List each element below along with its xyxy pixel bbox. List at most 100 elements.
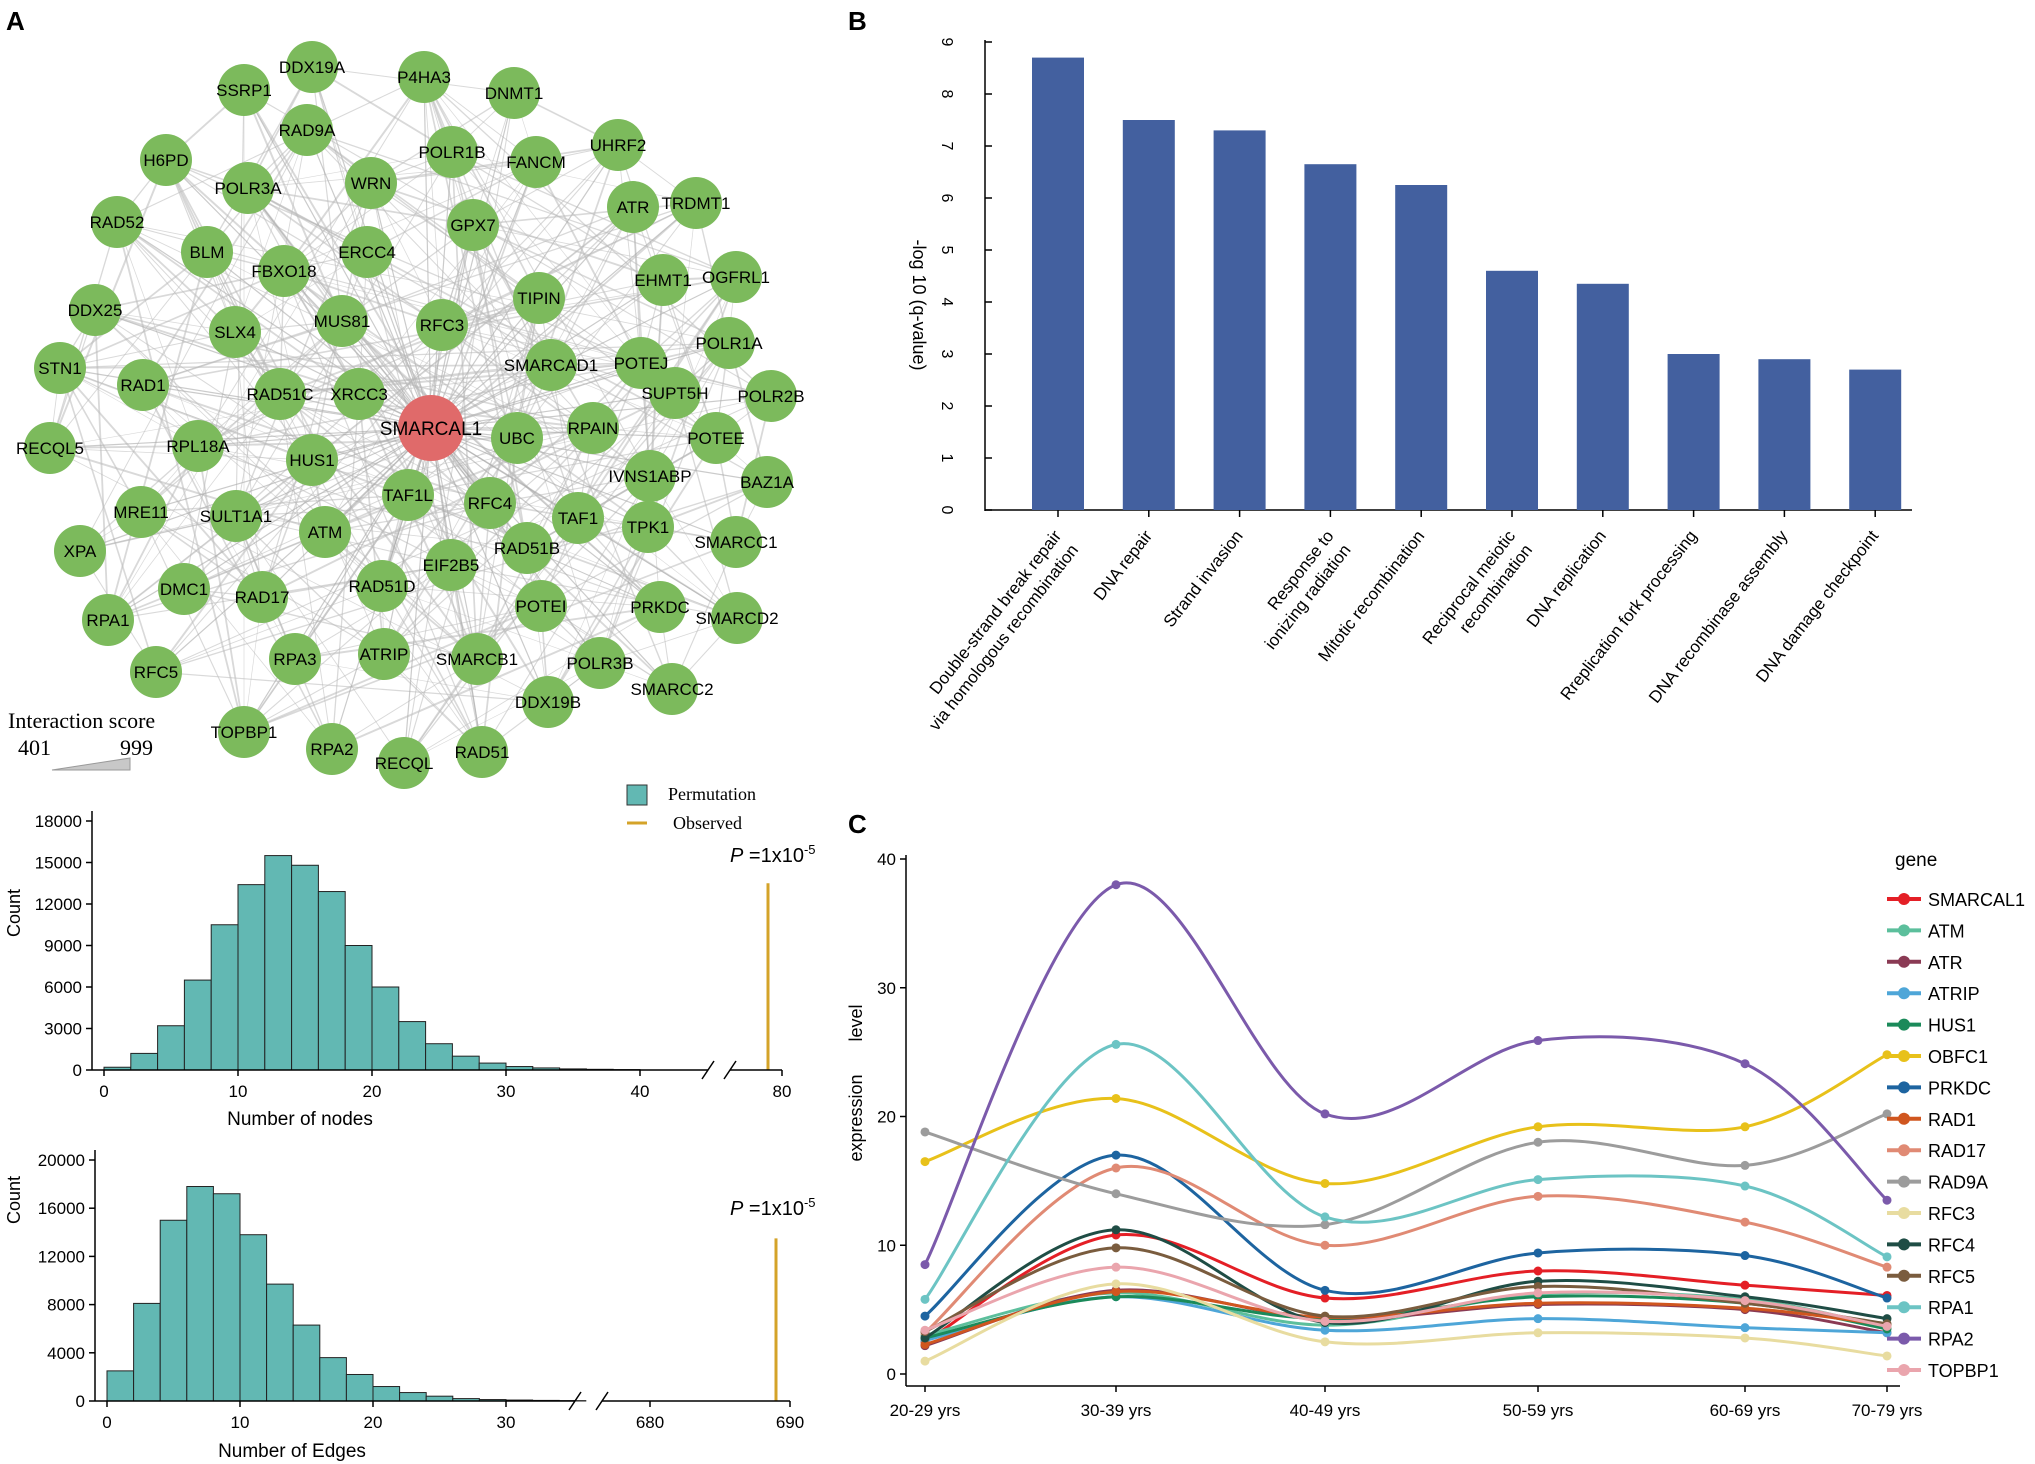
series-line-rpa2 [923,881,1889,1266]
network-edge [381,585,483,753]
histogram-bar-12 [425,1043,453,1071]
series-point-rfc5 [1533,1281,1543,1291]
network-edge [165,159,443,326]
node-atr [607,181,659,233]
node-label: P4HA3 [397,68,451,87]
legend-label-rfc4: RFC4 [1928,1235,1975,1255]
network-edge [450,564,738,619]
x-tick-label: 30 [497,1082,516,1101]
network-edge [370,182,664,281]
legend-dot-topbp1 [1898,1364,1910,1376]
node-h6pd [140,134,192,186]
node-baz1a [741,456,793,508]
x-tick-label: 20 [363,1082,382,1101]
series-point-rfc3 [920,1356,930,1366]
expr-x-tick-label: 70-79 yrs [1852,1401,1923,1420]
histogram-bar-7 [292,1324,321,1402]
node-rfc3 [416,299,468,351]
expr-x-tick-label: 40-49 yrs [1290,1401,1361,1420]
y-tick-label: 9000 [44,937,82,956]
node-label: POTEJ [614,354,669,373]
network-edge [140,494,409,513]
legend-dot-rfc5 [1898,1269,1910,1282]
node-fbxo18 [258,245,310,297]
network-edge [183,427,432,590]
histogram-bar-4 [212,1193,241,1402]
network-edge [294,605,542,660]
network-edge [481,475,651,753]
x-tick-label: 40 [631,1082,650,1101]
network-edge [142,384,383,587]
go-bar-2 [1213,130,1266,510]
node-label: XRCC3 [330,385,388,404]
center-node-label: SMARCAL1 [380,419,482,440]
go-bars [1032,57,1902,510]
network-edge [324,427,594,533]
series-point-rad1 [1111,1287,1121,1297]
network-edge [430,427,768,483]
network-edge [116,221,199,447]
network-edge [94,270,285,311]
expr-x-tick-label: 60-69 yrs [1710,1401,1781,1420]
node-wrn [345,157,397,209]
edges-p-value: P =1x10-5 [730,1195,816,1220]
network-edge [155,144,619,673]
go-bar-1 [1122,120,1175,510]
series-point-smarcal1 [1740,1280,1750,1290]
histogram-bar-5 [239,1234,268,1402]
node-gpx7 [447,199,499,251]
node-smarcc2 [646,663,698,715]
node-rpa1 [82,594,134,646]
series-point-rpa2 [1882,1195,1892,1205]
node-label: POTEI [515,597,566,616]
network-edge [107,251,208,621]
network-edge [381,437,518,587]
node-label: GPX7 [450,216,495,235]
node-ddx25 [69,284,121,336]
node-smarcb1 [451,633,503,685]
go-bar-9 [1849,369,1902,510]
series-point-rfc3 [1882,1351,1892,1361]
series-point-topbp1 [920,1325,930,1335]
axis-break-mark [701,1060,715,1080]
node-label: SLX4 [214,323,256,342]
node-xpa [54,525,106,577]
node-label: TAF1 [558,509,598,528]
network-edge [370,144,619,184]
series-point-rpa2 [1320,1109,1330,1119]
interaction-score-legend: Interaction score 401 999 [8,708,155,771]
network-edge [94,309,594,429]
node-label: RAD51 [455,743,510,762]
network-edge [331,393,360,750]
node-label: RPA2 [310,740,353,759]
node-eif2b5 [425,539,477,591]
x-tick-label: 30 [497,1413,516,1432]
network-edge [430,161,537,429]
node-label: ATRIP [360,645,409,664]
network-edge [441,324,772,397]
node-smarcad1 [525,339,577,391]
network-edge [306,129,432,429]
node-stn1 [34,342,86,394]
histogram-bar-1 [133,1302,161,1402]
y-tick-label: 20000 [38,1151,85,1170]
node-hus1 [286,434,338,486]
expr-x-tick-label: 50-59 yrs [1503,1401,1574,1420]
series-point-rad9a [1533,1137,1543,1147]
expression-axes: 0 10 20 30 40 20-29 yrs 30-39 yrs 40-49 yrs 50-5… [877,850,1922,1420]
node-rpa3 [269,633,321,685]
node-label: BAZ1A [740,473,795,492]
node-label: WRN [351,174,392,193]
network-edge [197,76,425,447]
node-smarcc1 [710,516,762,568]
node-ercc4 [341,226,393,278]
x-tick-label: 10 [229,1082,248,1101]
panel-label-b: B [848,6,867,36]
node-label: POLR3B [566,654,633,673]
axis-break-mark [723,1060,737,1080]
network-edge [140,320,343,513]
network-edge [430,202,697,429]
network-edge [383,276,737,655]
node-label: FBXO18 [251,262,316,281]
node-sult1a1 [210,490,262,542]
